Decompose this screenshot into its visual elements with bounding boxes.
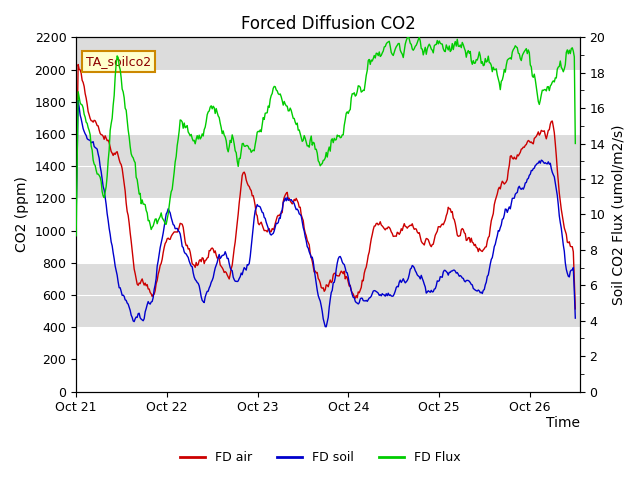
Text: Time: Time	[546, 416, 580, 431]
Bar	[76, 263, 580, 327]
Text: TA_soilco2: TA_soilco2	[86, 55, 151, 68]
Bar	[76, 134, 580, 198]
Bar	[76, 37, 580, 70]
Title: Forced Diffusion CO2: Forced Diffusion CO2	[241, 15, 415, 33]
Legend: FD air, FD soil, FD Flux: FD air, FD soil, FD Flux	[175, 446, 465, 469]
Y-axis label: Soil CO2 Flux (umol/m2/s): Soil CO2 Flux (umol/m2/s)	[611, 124, 625, 305]
Y-axis label: CO2 (ppm): CO2 (ppm)	[15, 177, 29, 252]
